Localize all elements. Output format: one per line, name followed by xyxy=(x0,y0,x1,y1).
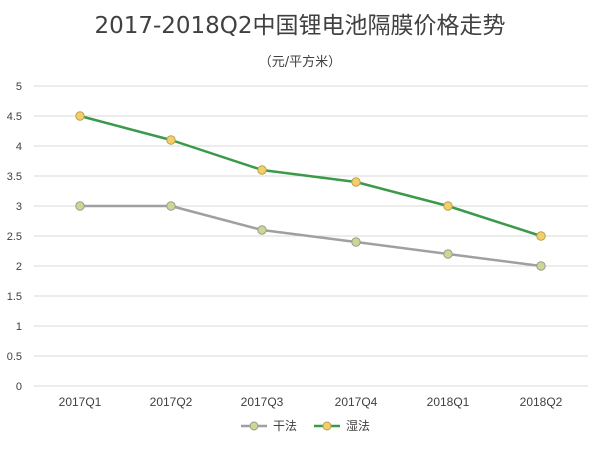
data-point xyxy=(75,201,85,211)
data-point xyxy=(536,261,546,271)
data-point xyxy=(166,201,176,211)
data-point xyxy=(166,135,176,145)
x-tick-label: 2018Q2 xyxy=(520,395,563,409)
legend-label: 干法 xyxy=(273,419,297,433)
x-tick-label: 2017Q2 xyxy=(150,395,193,409)
series-line-1 xyxy=(80,204,542,268)
data-point xyxy=(443,249,453,259)
chart-subtitle: （元/平方米） xyxy=(259,54,341,70)
y-tick-label: 0 xyxy=(16,381,22,393)
data-point xyxy=(257,165,267,175)
legend-marker xyxy=(322,421,332,431)
y-axis-ticks: 0 0.5 1 1.5 2 2.5 3 3.5 4 4.5 5 xyxy=(7,81,22,393)
y-tick-label: 2.5 xyxy=(7,231,22,243)
legend-marker xyxy=(249,421,259,431)
y-tick-label: 3.5 xyxy=(7,171,22,183)
y-tick-label: 4 xyxy=(16,141,22,153)
data-point xyxy=(536,231,546,241)
data-point xyxy=(443,201,453,211)
data-point xyxy=(351,177,361,187)
x-axis-ticks: 2017Q1 2017Q2 2017Q3 2017Q4 2018Q1 2018Q2 xyxy=(59,395,563,409)
legend: 干法 湿法 xyxy=(241,418,370,433)
y-tick-label: 1 xyxy=(16,321,22,333)
x-tick-label: 2018Q1 xyxy=(427,395,470,409)
x-tick-label: 2017Q4 xyxy=(335,395,378,409)
y-tick-label: 2 xyxy=(16,261,22,273)
y-tick-label: 5 xyxy=(16,81,22,93)
series-line-2 xyxy=(79,114,542,238)
data-point xyxy=(75,111,85,121)
y-tick-label: 3 xyxy=(16,201,22,213)
legend-label: 湿法 xyxy=(346,418,370,433)
data-point xyxy=(257,225,267,235)
y-tick-label: 0.5 xyxy=(7,351,22,363)
series-layer xyxy=(75,111,546,271)
x-tick-label: 2017Q3 xyxy=(241,395,284,409)
y-tick-label: 1.5 xyxy=(7,291,22,303)
chart-title: 2017-2018Q2中国锂电池隔膜价格走势 xyxy=(94,13,505,39)
x-tick-label: 2017Q1 xyxy=(59,395,102,409)
data-point xyxy=(351,237,361,247)
y-tick-label: 4.5 xyxy=(7,111,22,123)
